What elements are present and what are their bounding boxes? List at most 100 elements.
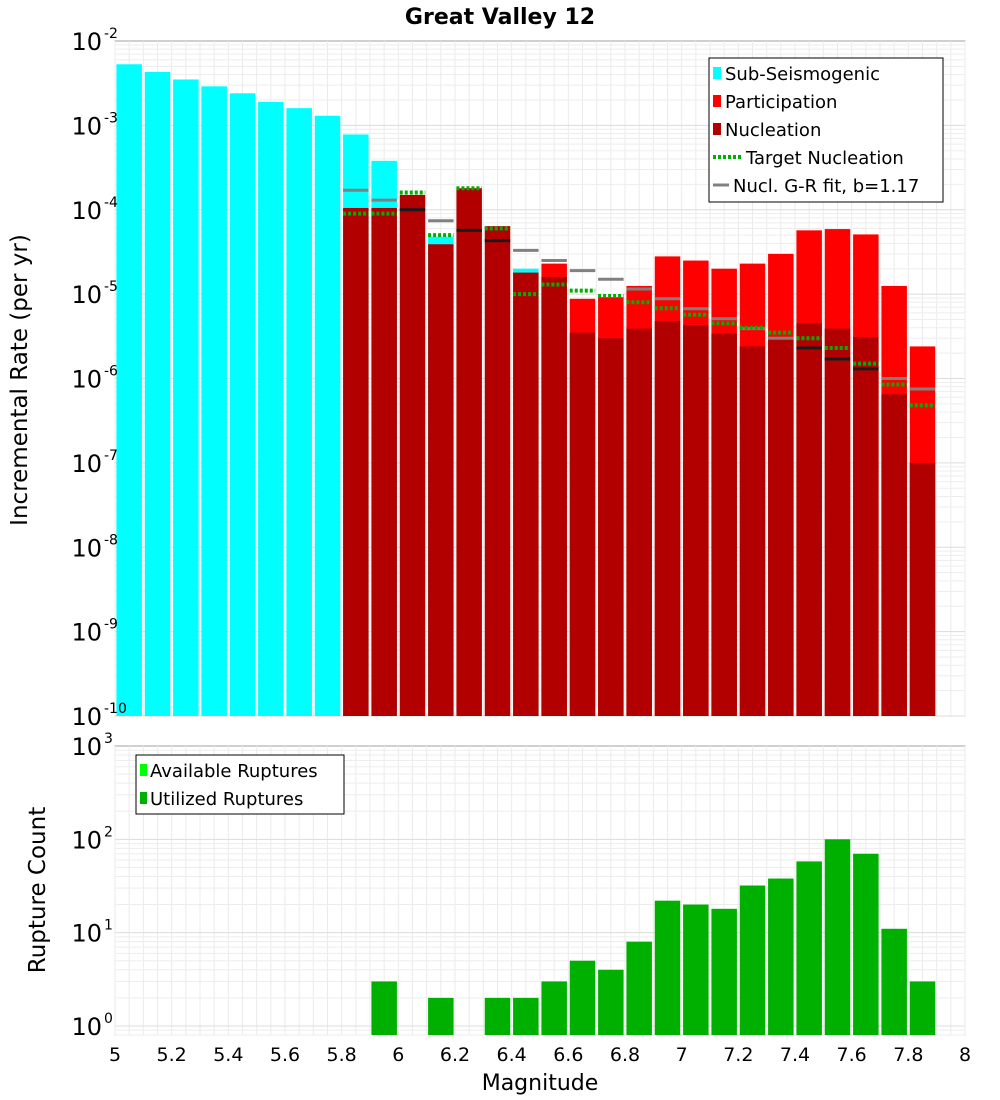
x-tick-label: 7 [676,1044,688,1066]
bar-utilized-ruptures [371,981,397,1035]
x-tick-label: 5.8 [327,1044,357,1066]
bar-utilized-ruptures [824,839,851,1035]
chart-title: Great Valley 12 [405,5,595,30]
bar-nucleation [768,339,794,716]
y-tick-label: 10 [71,112,102,140]
legend-label-sub-seismogenic: Sub-Seismogenic [725,64,880,85]
bar-nucleation [881,394,907,716]
bar-sub-seismogenic [286,108,312,717]
legend-swatch-nucleation [713,123,721,135]
x-tick-label: 6.2 [440,1044,470,1066]
y-tick-label: 10 [71,366,102,394]
bar-utilized-ruptures [768,878,794,1035]
y-tick-label: 10 [71,1013,102,1041]
bar-nucleation [909,462,936,716]
bar-utilized-ruptures [796,861,822,1035]
x-tick-label: 8 [959,1044,971,1066]
y-tick-exponent: 0 [104,1011,113,1027]
bar-nucleation [456,188,482,717]
bar-nucleation [371,207,397,716]
bar-nucleation [399,194,426,716]
x-tick-label: 7.4 [780,1044,810,1066]
legend-swatch-available [140,764,147,776]
y-tick-label: 10 [71,534,102,562]
bar-sub-seismogenic [144,71,171,717]
bar-sub-seismogenic [314,115,341,716]
bar-nucleation [796,323,822,716]
bar-sub-seismogenic [201,86,227,716]
rate-y-ticks: 10-210-310-410-510-610-710-810-910-10 [71,26,126,731]
y-tick-exponent: -9 [104,617,118,633]
y-tick-label: 10 [71,450,102,478]
y-tick-label: 10 [71,733,102,761]
bar-utilized-ruptures [654,900,681,1035]
bar-utilized-ruptures [739,885,766,1035]
legend-label-utilized: Utilized Ruptures [150,789,303,810]
bar-sub-seismogenic [116,64,142,716]
legend-label-participation: Participation [725,92,837,113]
rate-legend: Sub-Seismogenic Participation Nucleation… [708,57,944,203]
count-y-axis-label: Rupture Count [25,807,51,973]
bar-nucleation [711,333,737,716]
rate-plot: 10-210-310-410-510-610-710-810-910-10 In… [7,26,966,731]
legend-swatch-sub-seismogenic [713,67,721,79]
count-bars [371,839,936,1035]
bar-nucleation [513,272,539,716]
x-axis-label: Magnitude [482,1071,599,1096]
y-tick-exponent: -4 [104,195,118,211]
bar-nucleation [824,328,851,716]
bar-sub-seismogenic [173,79,199,717]
y-tick-exponent: -2 [104,26,118,42]
bar-nucleation [569,332,596,716]
y-tick-exponent: -5 [104,279,118,295]
bar-utilized-ruptures [626,941,652,1035]
y-tick-label: 10 [71,281,102,309]
bar-utilized-ruptures [428,997,454,1035]
y-tick-exponent: 3 [104,731,113,747]
y-tick-label: 10 [71,28,102,56]
y-tick-exponent: -6 [104,364,118,380]
y-tick-exponent: -3 [104,110,118,126]
legend-label-available: Available Ruptures [150,761,318,782]
y-tick-label: 10 [71,197,102,225]
bar-nucleation [853,337,879,716]
bar-nucleation [541,276,567,716]
bar-utilized-ruptures [513,997,539,1035]
x-tick-label: 6.8 [610,1044,640,1066]
count-legend: Available Ruptures Utilized Ruptures [135,754,345,815]
bar-nucleation [626,328,652,716]
rate-fit-lines [343,186,936,408]
y-tick-label: 10 [71,619,102,647]
legend-label-nucleation: Nucleation [725,120,821,141]
x-tick-label: 7.2 [723,1044,753,1066]
bar-utilized-ruptures [541,981,567,1035]
x-tick-label: 5.2 [157,1044,187,1066]
bar-utilized-ruptures [909,981,936,1035]
x-tick-label: 6.6 [553,1044,583,1066]
count-legend-box [135,754,345,815]
bar-utilized-ruptures [569,960,596,1035]
x-tick-label: 5.6 [270,1044,300,1066]
bar-nucleation [428,244,454,717]
y-tick-exponent: -8 [104,532,118,548]
bar-nucleation [343,207,369,716]
bar-utilized-ruptures [484,997,511,1035]
bar-nucleation [683,325,709,716]
bar-sub-seismogenic [229,93,256,716]
rate-legend-box [708,57,944,203]
y-tick-label: 10 [71,920,102,948]
bar-nucleation [654,321,681,716]
bar-utilized-ruptures [598,969,624,1035]
x-tick-label: 6.4 [497,1044,527,1066]
x-tick-label: 6 [392,1044,404,1066]
legend-swatch-utilized [140,792,147,804]
legend-label-gr-fit: Nucl. G-R fit, b=1.17 [733,176,919,197]
rate-bars [116,64,936,717]
magnitude-x-ticks: 5 5.2 5.4 5.6 5.8 6 6.2 6.4 6.6 6.8 7 7.2 7.4 7.6 7.8 8 [109,1044,971,1066]
bar-sub-seismogenic [258,101,284,716]
legend-swatch-participation [713,95,721,107]
bar-utilized-ruptures [853,853,879,1035]
x-tick-label: 5.4 [213,1044,243,1066]
